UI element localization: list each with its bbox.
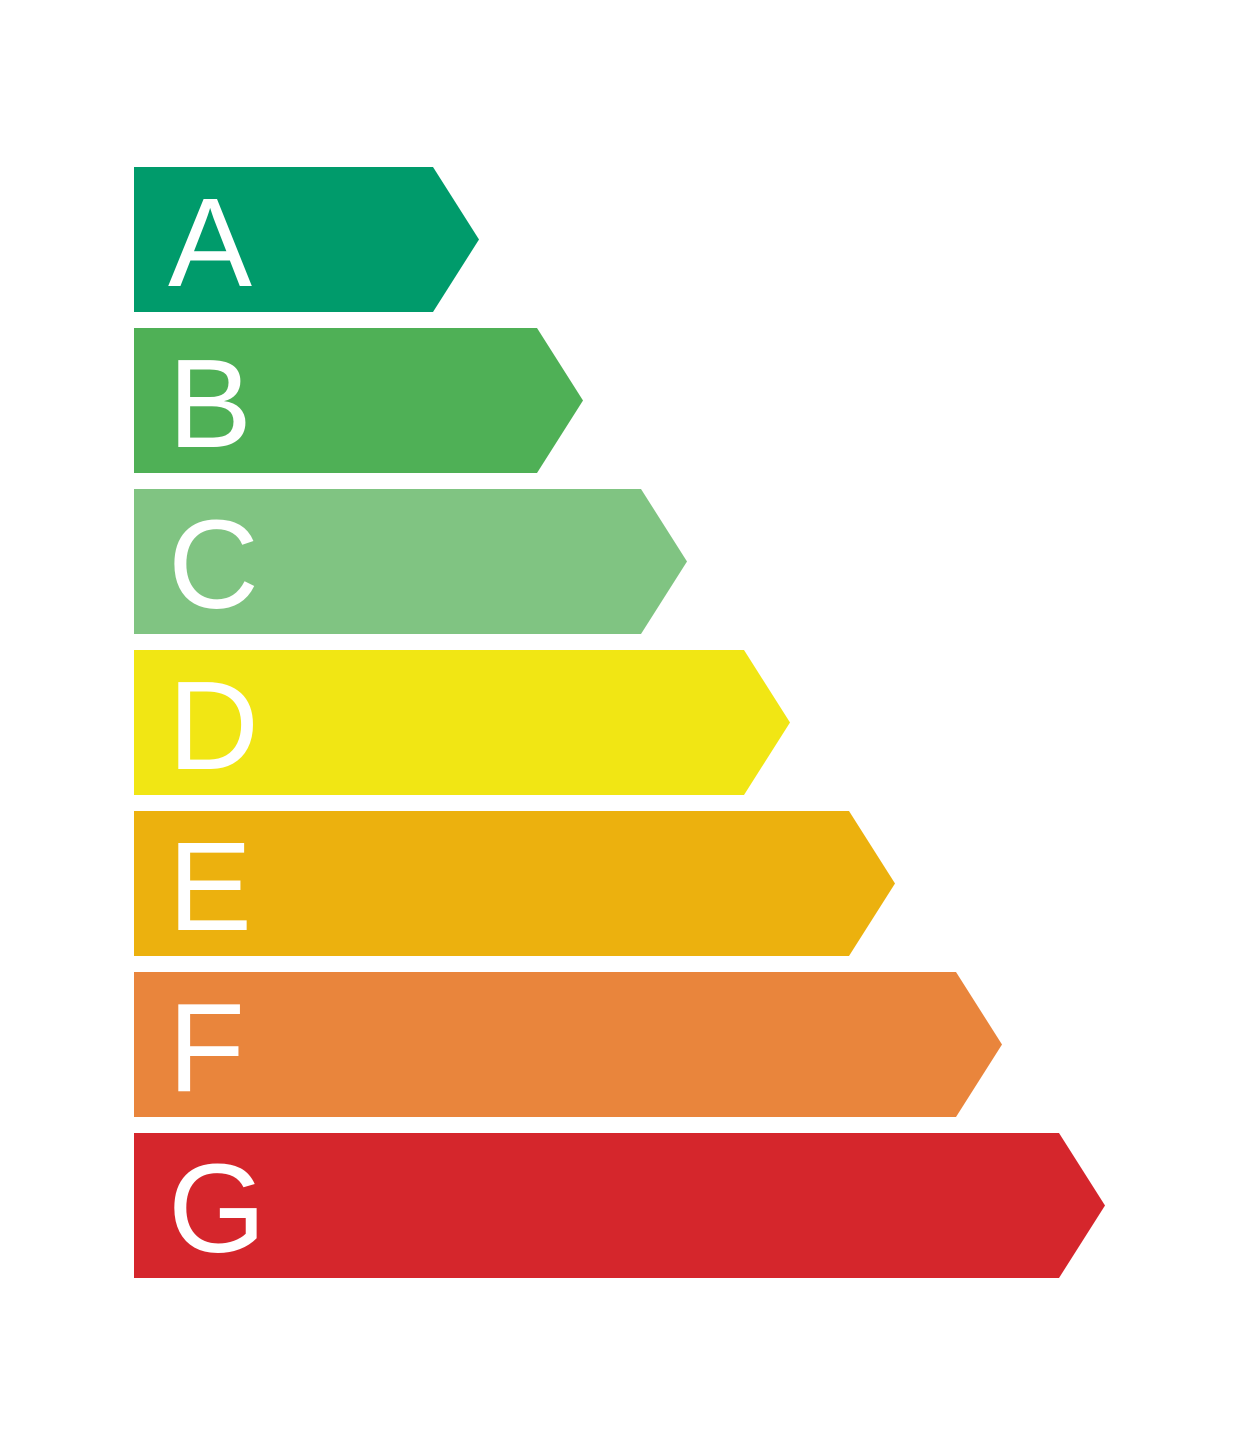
rating-bar-f: F [134, 972, 1002, 1117]
rating-label-c: C [168, 493, 259, 635]
rating-label-f: F [168, 976, 245, 1118]
rating-bar-a: A [134, 167, 479, 312]
rating-bar-d: D [134, 650, 790, 795]
rating-label-d: D [168, 654, 259, 796]
rating-bar-e: E [134, 811, 895, 956]
rating-label-g: G [168, 1137, 267, 1279]
rating-label-e: E [168, 815, 253, 957]
rating-bar-g: G [134, 1133, 1105, 1278]
rating-label-a: A [168, 171, 253, 313]
energy-rating-chart: A B C D E F G [134, 167, 1105, 1294]
rating-label-b: B [168, 332, 253, 474]
rating-bar-c: C [134, 489, 687, 634]
rating-bar-b: B [134, 328, 583, 473]
